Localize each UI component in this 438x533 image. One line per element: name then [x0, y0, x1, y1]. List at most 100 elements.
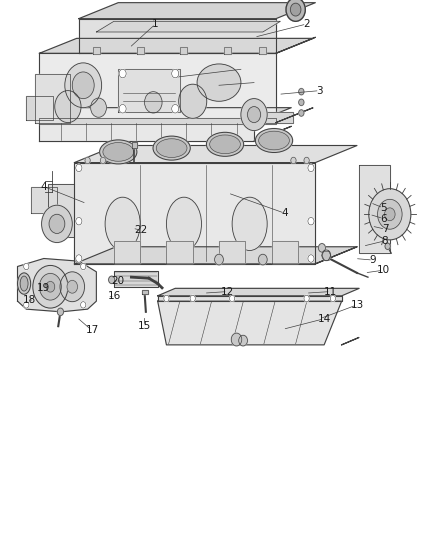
Polygon shape: [39, 38, 313, 53]
Circle shape: [304, 295, 309, 302]
Circle shape: [42, 205, 72, 243]
Circle shape: [33, 265, 68, 308]
Ellipse shape: [20, 276, 28, 291]
Polygon shape: [48, 184, 74, 237]
Circle shape: [369, 189, 411, 240]
Circle shape: [330, 295, 336, 302]
Circle shape: [57, 308, 64, 316]
Polygon shape: [219, 241, 245, 263]
Ellipse shape: [105, 197, 140, 251]
Text: 18: 18: [23, 295, 36, 305]
Circle shape: [308, 164, 314, 172]
Circle shape: [100, 157, 106, 164]
Circle shape: [299, 99, 304, 106]
Ellipse shape: [197, 64, 241, 101]
Text: 2: 2: [303, 19, 310, 29]
Ellipse shape: [259, 131, 290, 150]
Polygon shape: [315, 247, 357, 264]
Polygon shape: [74, 146, 357, 163]
Circle shape: [318, 244, 325, 252]
Circle shape: [119, 69, 126, 78]
Circle shape: [145, 92, 162, 113]
Polygon shape: [118, 69, 180, 112]
Circle shape: [385, 208, 395, 221]
Circle shape: [76, 217, 82, 225]
Circle shape: [81, 302, 86, 308]
Polygon shape: [259, 47, 266, 54]
Text: 4: 4: [40, 182, 47, 191]
Text: 17: 17: [85, 326, 99, 335]
Circle shape: [241, 99, 267, 131]
Text: 22: 22: [134, 225, 148, 235]
Polygon shape: [132, 142, 137, 148]
Circle shape: [60, 272, 85, 302]
Polygon shape: [93, 47, 100, 54]
Circle shape: [215, 254, 223, 265]
Circle shape: [299, 110, 304, 116]
Ellipse shape: [156, 139, 187, 157]
Text: 9: 9: [370, 255, 377, 265]
Text: 16: 16: [108, 291, 121, 301]
Ellipse shape: [210, 135, 240, 154]
Circle shape: [231, 333, 242, 346]
Circle shape: [308, 217, 314, 225]
Polygon shape: [79, 3, 315, 19]
Polygon shape: [31, 187, 57, 213]
Text: 14: 14: [318, 314, 331, 324]
Circle shape: [67, 280, 78, 293]
Circle shape: [39, 273, 61, 300]
Circle shape: [24, 263, 29, 270]
Circle shape: [119, 104, 126, 113]
Polygon shape: [26, 96, 53, 120]
Text: 20: 20: [112, 277, 125, 286]
Text: 10: 10: [377, 265, 390, 275]
Polygon shape: [74, 163, 315, 264]
Ellipse shape: [153, 136, 190, 160]
Polygon shape: [39, 118, 276, 124]
Ellipse shape: [166, 197, 201, 251]
Circle shape: [291, 157, 296, 164]
Circle shape: [322, 250, 331, 261]
Text: 6: 6: [380, 214, 387, 223]
Polygon shape: [96, 21, 280, 32]
Circle shape: [91, 98, 106, 117]
Text: 4: 4: [281, 208, 288, 218]
Polygon shape: [359, 165, 390, 253]
Circle shape: [49, 214, 65, 233]
Circle shape: [304, 157, 309, 164]
Text: 8: 8: [381, 236, 388, 246]
Polygon shape: [254, 126, 291, 141]
Circle shape: [290, 3, 301, 16]
Text: 5: 5: [380, 203, 387, 213]
Polygon shape: [74, 247, 357, 264]
Circle shape: [72, 72, 94, 99]
Polygon shape: [224, 47, 231, 54]
Circle shape: [81, 263, 86, 270]
Text: 19: 19: [37, 283, 50, 293]
Polygon shape: [166, 241, 193, 263]
Circle shape: [172, 69, 179, 78]
Circle shape: [109, 276, 115, 284]
Ellipse shape: [18, 273, 31, 294]
Polygon shape: [142, 290, 148, 294]
Text: 1: 1: [152, 19, 159, 29]
Polygon shape: [39, 53, 276, 123]
Ellipse shape: [255, 128, 293, 152]
Polygon shape: [18, 259, 96, 312]
Circle shape: [55, 91, 81, 123]
Polygon shape: [114, 271, 158, 287]
Polygon shape: [79, 19, 276, 53]
Circle shape: [247, 107, 261, 123]
Ellipse shape: [206, 132, 244, 156]
Circle shape: [76, 255, 82, 262]
Circle shape: [164, 295, 169, 302]
Text: 11: 11: [324, 287, 337, 296]
Circle shape: [239, 335, 247, 346]
Circle shape: [308, 255, 314, 262]
Circle shape: [46, 281, 55, 292]
Circle shape: [76, 164, 82, 172]
Text: 15: 15: [138, 321, 151, 331]
Circle shape: [286, 0, 305, 21]
Polygon shape: [342, 337, 359, 345]
Polygon shape: [276, 37, 315, 53]
